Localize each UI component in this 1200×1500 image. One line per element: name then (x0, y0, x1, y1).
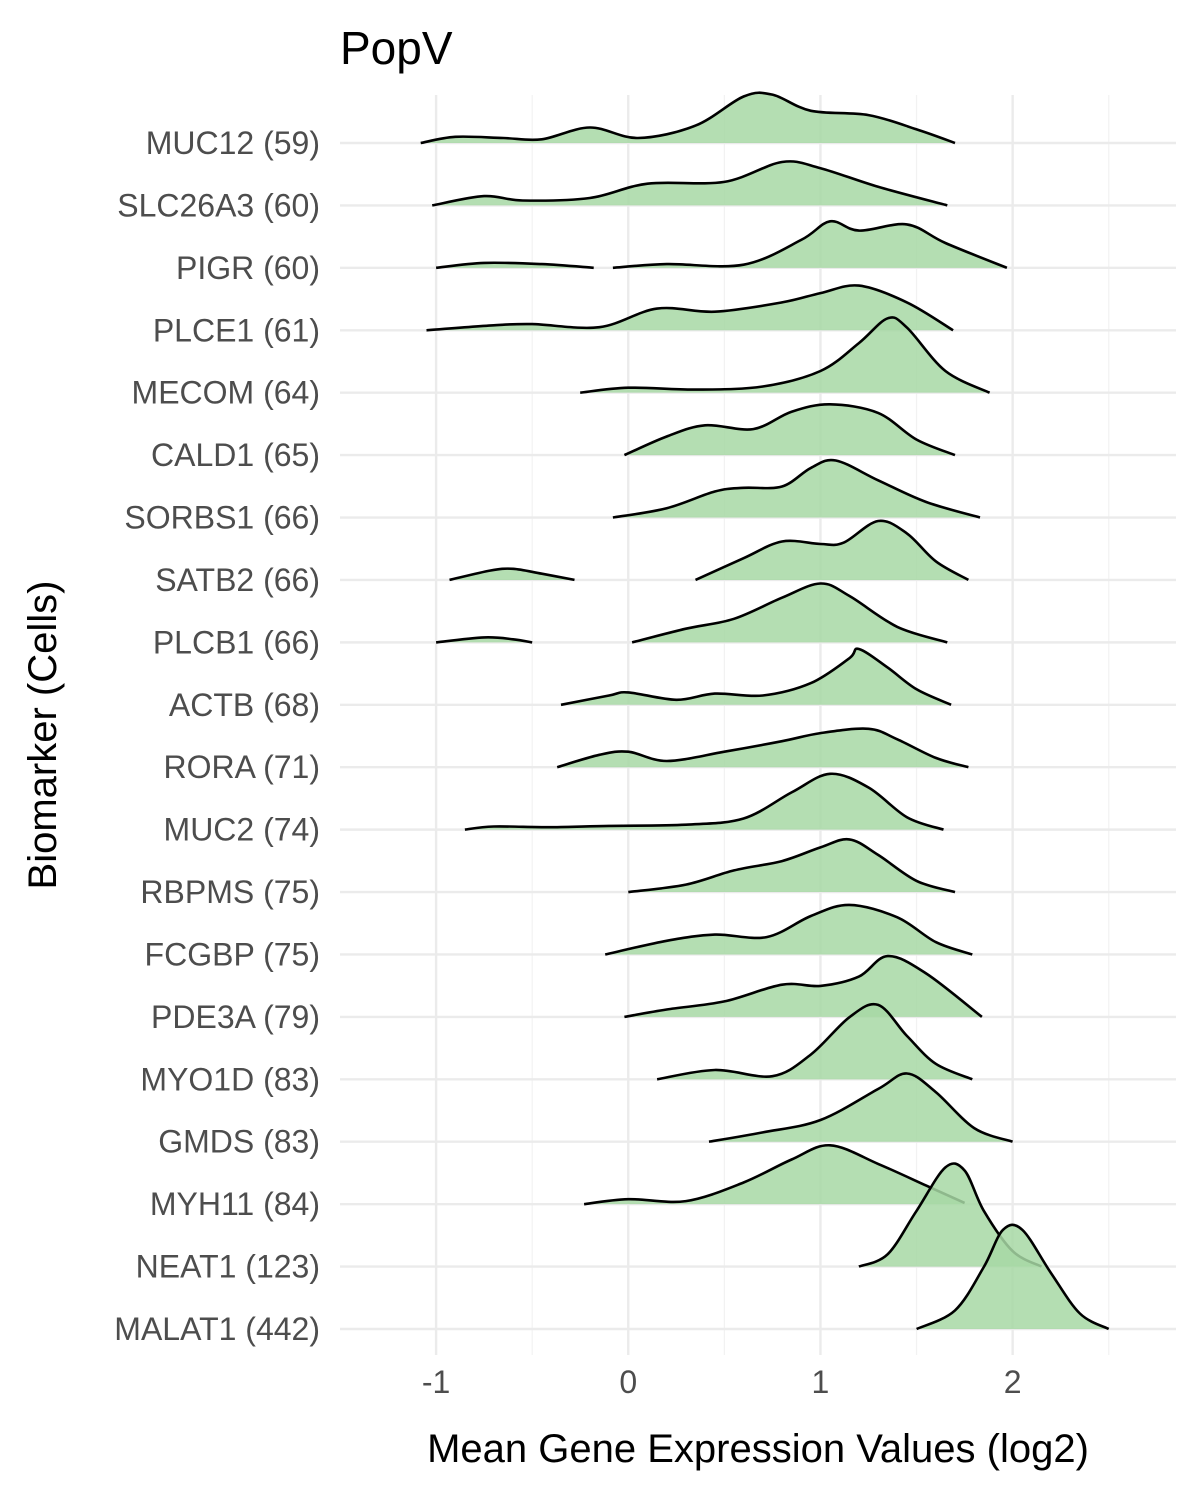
y-tick-label: SLC26A3 (60) (117, 187, 320, 223)
ridge-line (435, 636, 533, 644)
x-tick-label: 2 (1004, 1364, 1022, 1400)
ridge-series (612, 458, 981, 519)
ridge-line (426, 284, 954, 332)
y-tick-label: MYO1D (83) (140, 1061, 320, 1097)
ridge-series (624, 954, 983, 1019)
x-axis-ticks: -1 0 1 2 (422, 1364, 1022, 1400)
chart-title: PopV (340, 22, 453, 74)
y-tick-label: RORA (71) (164, 749, 320, 785)
ridge-line (556, 727, 969, 769)
grid (340, 95, 1176, 1355)
x-tick-label: 0 (619, 1364, 637, 1400)
ridge-line (449, 567, 575, 582)
ridge-series (556, 727, 969, 769)
ridge-series (420, 91, 956, 145)
ridge-line (420, 91, 956, 145)
ridge-series (623, 402, 956, 457)
ridge-area (580, 317, 990, 393)
ridge-area (632, 583, 948, 643)
ridge-area (657, 1004, 973, 1080)
y-tick-label: MYH11 (84) (150, 1186, 320, 1222)
ridge-series (580, 316, 991, 394)
ridge-line (560, 647, 952, 707)
y-tick-label: MUC12 (59) (146, 125, 320, 161)
ridge-series (464, 772, 944, 831)
y-tick-label: SORBS1 (66) (124, 500, 320, 536)
ridge-line (583, 1143, 966, 1206)
ridge-area (612, 460, 980, 518)
y-tick-label: MECOM (64) (132, 375, 320, 411)
ridge-line (612, 219, 1008, 270)
ridge-area (612, 221, 1007, 268)
y-tick-label: GMDS (83) (158, 1124, 320, 1160)
ridge-line (694, 519, 970, 582)
y-tick-label: FCGBP (75) (145, 936, 320, 972)
y-tick-label: PLCE1 (61) (153, 312, 320, 348)
y-tick-label: NEAT1 (123) (136, 1249, 320, 1285)
y-tick-label: CALD1 (65) (151, 437, 320, 473)
x-tick-label: -1 (422, 1364, 450, 1400)
ridge-line (464, 772, 944, 831)
ridge-area (624, 956, 982, 1017)
ridge-series (431, 160, 948, 207)
ridge-series (426, 284, 954, 332)
y-tick-label: ACTB (68) (169, 687, 320, 723)
ridge-area (709, 1073, 1013, 1142)
ridge-line (604, 903, 973, 956)
ridge-line (656, 1002, 973, 1081)
ridge-line (916, 1223, 1110, 1331)
y-tick-label: MUC2 (74) (164, 812, 320, 848)
ridge-series (435, 582, 948, 644)
ridge-line (435, 261, 594, 270)
ridge-series (560, 647, 952, 707)
ridge-series (604, 903, 973, 956)
ridge-area (624, 404, 955, 456)
ridge-area (695, 520, 969, 580)
ridge-series (916, 1223, 1110, 1331)
ridge-line (623, 402, 956, 457)
ridge-line (624, 954, 983, 1019)
ridge-line (612, 458, 981, 519)
ridge-area (436, 637, 533, 643)
ridge-series (583, 1143, 966, 1206)
ridge-series (435, 219, 1008, 270)
y-tick-label: PIGR (60) (176, 250, 320, 286)
ridge-series (628, 837, 956, 894)
ridge-area (449, 568, 575, 580)
ridge-area (464, 773, 944, 830)
ridge-series (656, 1002, 973, 1081)
y-axis-labels: MUC12 (59) SLC26A3 (60) PIGR (60) PLCE1 (61… (114, 125, 320, 1347)
ridge-line (631, 582, 948, 644)
ridge-area (628, 839, 955, 893)
x-tick-label: 1 (812, 1364, 830, 1400)
ridge-area (426, 285, 954, 331)
y-tick-label: PLCB1 (66) (153, 624, 320, 660)
ridge-area (561, 648, 952, 705)
ridges (420, 91, 1110, 1331)
ridge-line (708, 1072, 1014, 1143)
y-tick-label: PDE3A (79) (151, 999, 320, 1035)
ridge-line (628, 837, 956, 894)
ridge-series (708, 1072, 1014, 1143)
y-tick-label: RBPMS (75) (140, 874, 320, 910)
ridge-series (449, 519, 970, 582)
ridge-area (420, 92, 955, 143)
ridge-area (584, 1145, 965, 1205)
ridge-line (580, 316, 991, 394)
ridge-area (916, 1224, 1109, 1329)
ridge-area (557, 728, 969, 768)
y-axis-title: Biomarker (Cells) (21, 581, 65, 890)
y-tick-label: SATB2 (66) (155, 562, 320, 598)
y-tick-label: MALAT1 (442) (114, 1311, 320, 1347)
ridge-area (605, 904, 973, 955)
x-axis-title: Mean Gene Expression Values (log2) (427, 1427, 1089, 1471)
ridge-line (431, 160, 948, 207)
